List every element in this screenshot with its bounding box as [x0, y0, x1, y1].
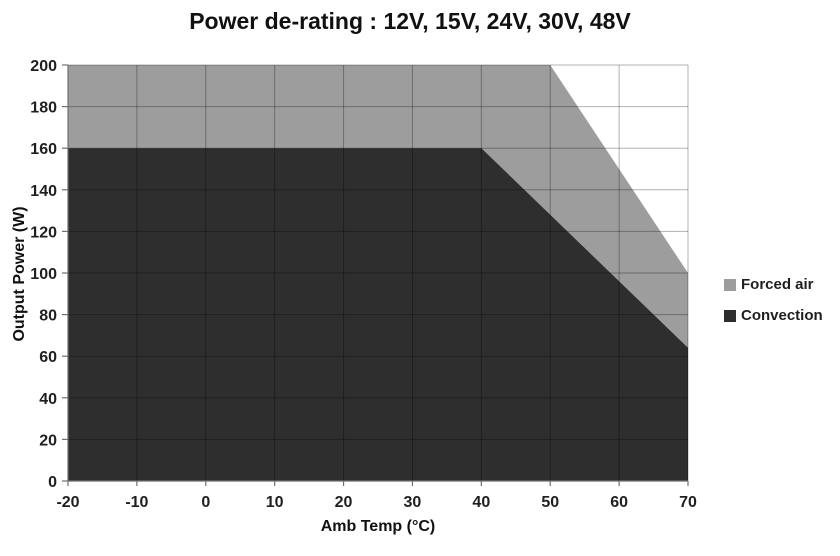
y-tick-label: 120: [30, 224, 57, 241]
y-tick-label: 20: [39, 432, 57, 449]
y-tick-label: 200: [30, 58, 57, 75]
x-tick-label: 10: [266, 494, 284, 511]
y-tick-label: 0: [48, 474, 57, 491]
y-tick-label: 180: [30, 100, 57, 117]
legend-swatch-convection: [724, 309, 736, 322]
x-tick-label: 40: [472, 494, 490, 511]
y-tick-label: 60: [39, 349, 57, 366]
x-tick-label: 70: [679, 494, 697, 511]
x-axis-title: Amb Temp (°C): [320, 518, 436, 535]
y-axis-title: Output Power (W): [11, 206, 28, 342]
legend-swatch-forced-air: [724, 278, 736, 291]
y-tick-label: 80: [39, 308, 57, 325]
y-tick-label: 100: [30, 266, 57, 283]
series-area-convection: [68, 148, 688, 481]
legend-label-forced-air: Forced air: [741, 276, 814, 293]
x-tick-label: 20: [335, 494, 353, 511]
x-tick-label: 60: [610, 494, 628, 511]
y-tick-label: 40: [39, 391, 57, 408]
legend: Forced air Convection: [724, 276, 823, 324]
x-tick-label: 0: [201, 494, 210, 511]
x-tick-label: -20: [56, 494, 79, 511]
legend-item-forced-air: Forced air: [724, 276, 823, 293]
x-tick-label: 50: [541, 494, 559, 511]
chart-title: Power de-rating : 12V, 15V, 24V, 30V, 48…: [189, 8, 631, 34]
y-tick-label: 140: [30, 183, 57, 200]
legend-item-convection: Convection: [724, 307, 823, 324]
y-tick-label: 160: [30, 141, 57, 158]
legend-label-convection: Convection: [741, 307, 823, 324]
x-tick-label: 30: [404, 494, 422, 511]
x-tick-label: -10: [125, 494, 148, 511]
